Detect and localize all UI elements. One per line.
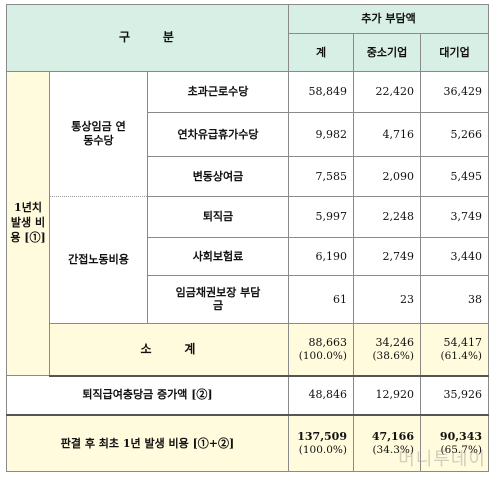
group1-label: 1년치 발생 비용 [①]: [6, 70, 50, 377]
header-row-1: 구 분 추가 부담액: [6, 3, 490, 72]
final-large-pct: (65.7%): [440, 443, 483, 456]
value-total: 61: [288, 274, 354, 324]
final-large-value: 90,343: [439, 430, 483, 444]
item-label: 사회보험료: [147, 237, 289, 276]
subtotal-label: 소 계: [49, 322, 289, 377]
value-large: 38: [419, 274, 490, 324]
final-total-pct: (100.0%): [298, 443, 347, 456]
value-sme: 23: [353, 274, 421, 324]
final-label: 판결 후 최초 1년 발생 비용 [①+②]: [6, 414, 289, 473]
col-large-header: 대기업: [419, 33, 490, 72]
value-large: 36,429: [419, 70, 490, 114]
value-large: 3,749: [419, 195, 490, 239]
final-sme: 47,166 (34.3%): [353, 414, 421, 473]
value-sme: 4,716: [353, 112, 421, 158]
value-large: 5,495: [419, 156, 490, 197]
sub-b-label: 간접노동비용: [49, 195, 148, 324]
group1-label-text: 1년치 발생 비용 [①]: [10, 201, 46, 244]
reserve-row: 퇴직급여충당금 증가액 [②] 48,846 12,920 35,926: [6, 375, 490, 417]
value-large: 5,266: [419, 112, 490, 158]
item-label: 임금채권보장 부담금: [147, 274, 289, 324]
item-label: 연차유급휴가수당: [147, 112, 289, 158]
final-total: 137,509 (100.0%): [288, 414, 354, 473]
subtotal-large: 54,417 (61.4%): [419, 322, 490, 377]
sub-a-label-text: 통상임금 연동수당: [71, 119, 126, 147]
final-large: 90,343 (65.7%): [419, 414, 490, 473]
reserve-large: 35,926: [419, 375, 490, 417]
header-row-2: 계 중소기업 대기업: [7, 33, 490, 72]
table-row: 1년치 발생 비용 [①] 통상임금 연동수당 초과근로수당 58,849 22…: [6, 70, 490, 377]
table-row: 연차유급휴가수당 9,982 4,716 5,266: [7, 112, 490, 158]
subtotal-sme-pct: (38.6%): [372, 349, 414, 362]
subtotal-total-pct: (100.0%): [298, 349, 347, 362]
subtotal-large-value: 54,417: [443, 335, 483, 349]
reserve-sme: 12,920: [353, 375, 421, 417]
value-large: 3,440: [419, 237, 490, 276]
additional-burden-table: 구 분 추가 부담액 계 중소기업 대기업 1년치 발생 비용 [①] 통상임금…: [6, 3, 490, 473]
final-total-value: 137,509: [297, 430, 347, 444]
value-total: 9,982: [288, 112, 354, 158]
reserve-total: 48,846: [288, 375, 354, 417]
col-sme-header: 중소기업: [353, 33, 421, 72]
final-sme-value: 47,166: [371, 430, 414, 444]
value-total: 58,849: [288, 70, 354, 114]
value-sme: 2,090: [353, 156, 421, 197]
subtotal-total-value: 88,663: [308, 335, 348, 349]
final-sme-pct: (34.3%): [372, 443, 414, 456]
item-label-text: 임금채권보장 부담금: [175, 285, 261, 313]
col-total-header: 계: [288, 33, 354, 72]
item-label: 퇴직금: [147, 195, 289, 239]
value-sme: 22,420: [353, 70, 421, 114]
burden-title-header: 추가 부담액: [287, 3, 490, 35]
final-row: 판결 후 최초 1년 발생 비용 [①+②] 137,509 (100.0%) …: [6, 414, 490, 473]
value-total: 7,585: [288, 156, 354, 197]
value-sme: 2,248: [353, 195, 421, 239]
value-total: 6,190: [288, 237, 354, 276]
table-row: 간접노동비용 퇴직금 5,997 2,248 3,749: [7, 195, 490, 324]
subtotal-row: 소 계 88,663 (100.0%) 34,246 (38.6%) 54,41…: [7, 322, 490, 377]
subtotal-sme-value: 34,246: [375, 335, 415, 349]
category-header: 구 분: [6, 4, 289, 72]
value-total: 5,997: [288, 195, 354, 239]
subtotal-sme: 34,246 (38.6%): [353, 322, 421, 377]
item-label: 초과근로수당: [147, 70, 289, 114]
subtotal-total: 88,663 (100.0%): [288, 322, 354, 377]
reserve-label: 퇴직급여충당금 증가액 [②]: [6, 375, 289, 417]
value-sme: 2,749: [353, 237, 421, 276]
item-label: 변동상여금: [147, 156, 289, 197]
subtotal-large-pct: (61.4%): [440, 349, 483, 362]
sub-a-label: 통상임금 연동수당: [49, 70, 148, 197]
table-row: 임금채권보장 부담금 61 23 38: [7, 274, 490, 324]
